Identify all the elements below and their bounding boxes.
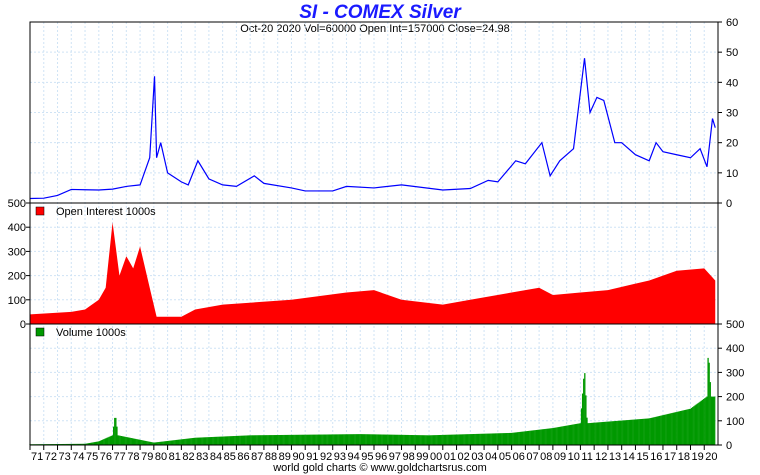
y-tick-label: 200 [726,392,744,404]
legend-swatch-volume [35,327,45,337]
x-tick-label: 18 [678,451,690,463]
x-tick-label: 86 [237,451,249,463]
y-tick-label: 30 [726,108,738,120]
x-tick-label: 16 [650,451,662,463]
x-tick-label: 12 [595,451,607,463]
y-tick-label: 50 [726,47,738,59]
panel-frame [29,323,719,446]
x-tick-label: 91 [306,451,318,463]
x-tick-label: 81 [169,451,181,463]
x-tick-label: 96 [375,451,387,463]
x-tick-label: 93 [334,451,346,463]
x-tick-label: 06 [513,451,525,463]
y-tick-label: 60 [726,17,738,29]
x-tick-label: 05 [499,451,511,463]
x-tick-label: 77 [114,451,126,463]
x-tick-label: 88 [265,451,277,463]
x-tick-label: 76 [100,451,112,463]
chart-title: SI - COMEX Silver [299,2,461,23]
x-tick-label: 97 [389,451,401,463]
x-tick-label: 85 [224,451,236,463]
x-tick-label: 72 [45,451,57,463]
x-tick-label: 11 [581,451,592,463]
x-tick-label: 98 [403,451,415,463]
y-tick-label: 0 [20,319,26,331]
footer: world gold charts © www.goldchartsrus.co… [273,462,487,474]
legend-swatch-oi [35,206,45,216]
legend-volume: Volume 1000s [56,327,126,339]
x-tick-label: 17 [664,451,676,463]
legend-oi: Open Interest 1000s [56,206,156,218]
y-tick-label: 100 [726,416,744,428]
x-tick-label: 90 [292,451,304,463]
x-tick-label: 73 [59,451,71,463]
y-tick-label: 400 [8,222,26,234]
price-line [29,58,716,200]
x-tick-label: 79 [141,451,153,463]
x-tick-label: 19 [691,451,703,463]
y-tick-label: 500 [726,319,744,331]
x-tick-label: 03 [471,451,483,463]
x-tick-label: 14 [623,451,635,463]
x-tick-label: 08 [540,451,552,463]
y-tick-label: 100 [8,295,26,307]
x-tick-label: 04 [485,451,497,463]
x-tick-label: 95 [361,451,373,463]
x-tick-label: 07 [526,451,538,463]
x-tick-label: 74 [72,451,84,463]
x-tick-label: 09 [554,451,566,463]
x-tick-label: 83 [196,451,208,463]
x-tick-label: 02 [458,451,470,463]
y-tick-label: 300 [726,367,744,379]
y-tick-label: 0 [726,440,732,452]
y-tick-label: 400 [726,343,744,355]
x-tick-label: 01 [444,451,456,463]
x-tick-label: 13 [609,451,621,463]
x-tick-label: 92 [320,451,332,463]
x-tick-label: 80 [155,451,167,463]
x-tick-label: 71 [31,451,43,463]
x-tick-label: 78 [127,451,139,463]
x-tick-label: 89 [279,451,291,463]
x-tick-label: 10 [568,451,580,463]
x-tick-label: 94 [347,451,359,463]
y-tick-label: 0 [726,198,732,210]
y-tick-label: 40 [726,77,738,89]
x-tick-label: 75 [86,451,98,463]
x-tick-label: 15 [636,451,648,463]
y-tick-label: 500 [8,198,26,210]
x-tick-label: 00 [430,451,442,463]
x-tick-label: 20 [705,451,717,463]
x-tick-label: 99 [416,451,428,463]
x-tick-label: 82 [182,451,194,463]
x-tick-label: 84 [210,451,222,463]
open-interest-area [30,222,716,324]
y-tick-label: 300 [8,246,26,258]
x-tick-label: 87 [251,451,263,463]
y-tick-label: 10 [726,168,738,180]
y-tick-label: 200 [8,271,26,283]
y-tick-label: 20 [726,138,738,150]
